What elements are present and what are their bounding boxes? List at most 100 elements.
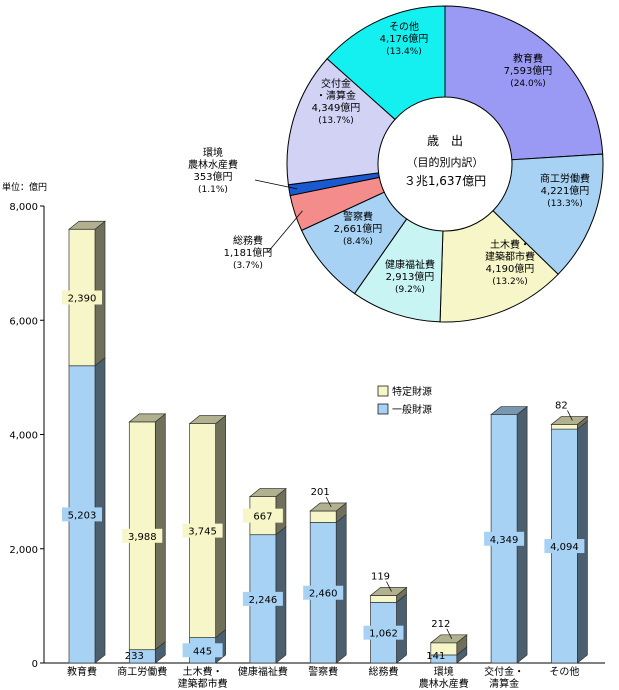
x-tick-label: 交付金・ — [484, 665, 524, 678]
leader-line — [446, 628, 453, 639]
pie-name-label: 総務費 — [233, 234, 263, 247]
pie-pct-label: (24.0%) — [510, 79, 546, 89]
data-label-general: 141 — [426, 651, 445, 662]
x-tick-label: 清算金 — [489, 677, 519, 690]
leader-line — [567, 410, 573, 421]
x-tick-label: 建築都市費 — [178, 677, 228, 690]
pie-name-label: 商工労働費 — [540, 172, 590, 185]
bar-chart: 単位：億円 0 2,000 4,000 6,000 8,000 5,203 2,390 教育費 2… — [2, 181, 605, 690]
data-label-specific: 2,390 — [68, 294, 97, 305]
pie-center-subtitle: （目的別内訳） — [407, 155, 484, 169]
pie-name-label: 健康福祉費 — [385, 258, 435, 271]
pie-center-title: 歳 出 — [427, 134, 463, 148]
pie-name-label: その他 — [389, 20, 419, 33]
x-tick-label: その他 — [549, 665, 579, 678]
data-label-specific: 212 — [431, 619, 450, 630]
pie-value-label: 353億円 — [193, 170, 232, 183]
data-label-bg — [182, 643, 223, 658]
pie-name-label: 環境 — [203, 146, 223, 159]
legend-label-specific: 特定財源 — [392, 385, 432, 398]
pie-name-label: ・清算金 — [316, 89, 356, 102]
bar-top-8 — [550, 416, 589, 425]
pie-value-label: 4,221億円 — [541, 184, 590, 197]
y-tick-label: 0 — [32, 659, 38, 670]
bar-top-0 — [68, 220, 106, 230]
pie-pct-label: (1.1%) — [198, 185, 228, 195]
data-label-general: 1,062 — [369, 629, 398, 640]
bar-specific-4 — [309, 510, 337, 523]
leader-line — [386, 581, 392, 592]
data-label-specific: 3,745 — [188, 527, 217, 538]
bar-top-2 — [188, 415, 227, 424]
pie-value-label: 2,913億円 — [386, 270, 435, 283]
data-label-bg — [62, 290, 102, 305]
pie-pct-label: (9.2%) — [395, 285, 425, 295]
leader-line — [325, 496, 332, 508]
bar-top-1 — [128, 413, 167, 423]
x-tick-label: 環境 — [434, 665, 454, 678]
data-label-bg — [363, 625, 404, 640]
pie-value-label: 4,190億円 — [486, 262, 535, 275]
pie-value-label: 7,593億円 — [504, 64, 553, 77]
x-tick-label: 教育費 — [67, 665, 97, 678]
data-label-general: 2,246 — [249, 595, 278, 606]
y-tick-label: 4,000 — [9, 431, 38, 442]
bar-top-7 — [490, 406, 529, 415]
pie-name-label: 交付金 — [321, 77, 351, 90]
bar-top-4 — [309, 502, 348, 512]
pie-pct-label: (3.7%) — [233, 261, 263, 271]
x-tick-label: 健康福祉費 — [238, 665, 288, 678]
pie-value-label: 2,661億円 — [334, 222, 383, 235]
pie-pct-label: (13.7%) — [318, 116, 354, 126]
y-tick-label: 6,000 — [9, 316, 38, 327]
legend-swatch-specific — [377, 385, 389, 397]
data-label-general: 445 — [193, 646, 212, 657]
bar-specific-8 — [551, 424, 578, 430]
pie-name-label: 農林水産費 — [188, 158, 238, 171]
bar-top-6 — [429, 634, 468, 644]
pie-name-label: 建築都市費 — [485, 250, 535, 263]
x-tick-label: 警察費 — [308, 665, 338, 678]
pie-center-total: ３兆1,637億円 — [404, 174, 486, 188]
pie-value-label: 4,176億円 — [380, 32, 429, 45]
data-label-general: 4,349 — [490, 535, 519, 546]
data-label-bg — [62, 507, 102, 522]
data-label-bg — [242, 508, 283, 523]
pie-leader-line — [267, 210, 303, 253]
bar-top-3 — [248, 488, 287, 497]
pie-leader-line — [254, 179, 298, 190]
y-tick-label: 8,000 — [9, 202, 38, 213]
data-label-general: 2,460 — [309, 589, 338, 600]
legend-label-general: 一般財源 — [392, 403, 432, 416]
legend-swatch-general — [377, 403, 389, 415]
data-label-bg — [242, 591, 283, 606]
pie-value-label: 4,349億円 — [312, 101, 361, 114]
pie-name-label: 土木費・ — [490, 238, 530, 251]
pie-slice-8 — [326, 5, 446, 121]
data-label-bg — [544, 539, 585, 554]
pie-pct-label: (8.4%) — [343, 237, 373, 247]
pie-name-label: 警察費 — [343, 210, 373, 223]
data-label-general: 233 — [125, 651, 144, 662]
data-label-specific: 201 — [311, 487, 330, 498]
data-label-bg — [303, 585, 344, 600]
pie-slice-0 — [444, 5, 604, 161]
data-label-general: 4,094 — [550, 542, 579, 553]
y-tick-label: 2,000 — [9, 545, 38, 556]
x-tick-label: 土木費・ — [183, 665, 223, 678]
pie-pct-label: (13.3%) — [547, 199, 583, 209]
data-label-specific: 3,988 — [128, 532, 157, 543]
x-tick-label: 商工労働費 — [117, 665, 167, 678]
data-label-bg — [182, 523, 223, 538]
pie-value-label: 1,181億円 — [224, 246, 273, 259]
pie-pct-label: (13.4%) — [386, 47, 422, 57]
data-label-specific: 119 — [371, 572, 390, 583]
bar-top-5 — [369, 587, 408, 596]
data-label-specific: 667 — [253, 512, 272, 523]
unit-label: 単位：億円 — [2, 181, 47, 193]
data-label-bg — [122, 528, 163, 543]
data-label-specific: 82 — [555, 400, 568, 411]
